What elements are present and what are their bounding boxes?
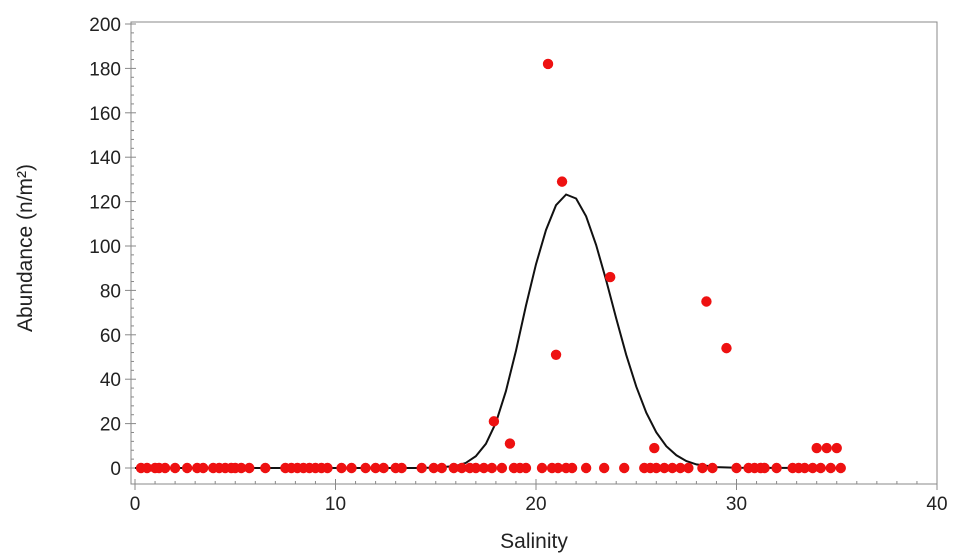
y-tick-label: 180 — [89, 59, 121, 80]
data-point — [448, 462, 459, 474]
data-point — [336, 462, 347, 474]
data-point — [799, 462, 810, 474]
data-point — [598, 462, 610, 474]
data-point — [604, 271, 616, 283]
data-point — [815, 462, 826, 474]
x-tick-label: 20 — [525, 494, 546, 515]
data-point — [236, 462, 247, 474]
y-tick-labels: 0 20 40 60 80 100 120 140 160 180 200 — [89, 15, 121, 480]
data-point — [550, 349, 562, 360]
y-tick-label: 20 — [100, 415, 121, 436]
minor-ticks — [131, 32, 918, 484]
data-point — [701, 296, 712, 307]
data-point — [683, 462, 694, 474]
data-point — [436, 462, 447, 474]
data-point — [566, 462, 578, 474]
y-tick-label: 60 — [100, 326, 121, 347]
data-point — [322, 462, 333, 474]
data-point — [542, 58, 554, 70]
data-point — [552, 462, 564, 474]
data-point — [504, 438, 516, 449]
data-point — [478, 462, 490, 474]
x-tick-label: 40 — [926, 494, 947, 515]
data-point — [169, 462, 181, 474]
x-axis-label: Salinity — [500, 530, 568, 553]
data-point — [197, 462, 209, 474]
y-tick-label: 140 — [89, 148, 121, 169]
data-point — [396, 462, 407, 474]
data-point — [378, 462, 389, 474]
data-point — [759, 462, 770, 474]
data-point — [825, 462, 836, 474]
data-point — [488, 416, 500, 427]
major-ticks — [125, 23, 938, 490]
data-point — [260, 462, 271, 474]
data-point — [536, 462, 548, 474]
y-tick-label: 120 — [89, 193, 121, 214]
plot-frame — [130, 21, 938, 485]
data-point — [159, 462, 171, 474]
x-tick-label: 10 — [325, 494, 346, 515]
data-point — [244, 462, 255, 474]
data-point — [649, 442, 660, 454]
data-point — [486, 462, 498, 474]
data-point — [811, 442, 822, 454]
data-point — [659, 462, 670, 474]
y-tick-label: 40 — [100, 370, 121, 391]
x-tick-label: 30 — [726, 494, 747, 515]
x-tick-labels: 0 10 20 30 40 — [130, 494, 948, 515]
data-point — [580, 462, 592, 474]
data-points — [135, 58, 846, 474]
data-point — [370, 462, 381, 474]
data-point — [619, 462, 630, 474]
data-point — [428, 462, 439, 474]
data-point — [360, 462, 371, 474]
y-tick-label: 0 — [110, 459, 121, 480]
x-tick-label: 0 — [130, 494, 141, 515]
data-point — [346, 462, 357, 474]
data-point — [520, 462, 532, 474]
data-point — [835, 462, 846, 474]
y-axis-label: Abundance (n/m²) — [14, 164, 37, 332]
y-tick-label: 80 — [100, 281, 121, 302]
data-point — [416, 462, 427, 474]
y-tick-label: 200 — [89, 15, 121, 36]
data-point — [821, 442, 832, 454]
data-point — [496, 462, 508, 474]
data-point — [697, 462, 708, 474]
data-point — [556, 176, 568, 187]
data-point — [707, 462, 718, 474]
data-point — [667, 462, 678, 474]
data-point — [721, 342, 732, 354]
data-point — [771, 462, 782, 474]
data-point — [470, 462, 482, 474]
fit-curve — [135, 193, 837, 469]
data-point — [731, 462, 742, 474]
data-point — [456, 462, 468, 474]
y-tick-label: 100 — [89, 237, 121, 258]
data-point — [181, 462, 193, 474]
y-tick-label: 160 — [89, 104, 121, 125]
data-point — [807, 462, 818, 474]
data-point — [141, 462, 153, 474]
data-point — [651, 462, 662, 474]
data-point — [675, 462, 686, 474]
data-point — [831, 442, 842, 454]
